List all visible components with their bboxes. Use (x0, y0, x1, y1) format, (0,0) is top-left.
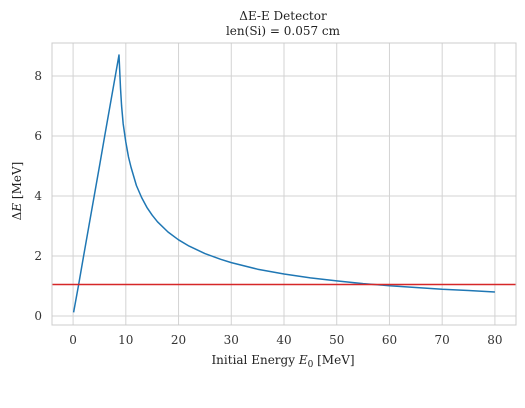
x-axis-label: Initial Energy E0 [MeV] (211, 353, 354, 370)
x-tick-label: 0 (69, 333, 77, 347)
x-tick-label: 70 (435, 333, 450, 347)
tick-labels: 0 10 20 30 40 50 60 70 80 0 2 4 6 8 (34, 69, 502, 347)
y-tick-label: 6 (34, 129, 42, 143)
x-tick-label: 80 (487, 333, 502, 347)
y-tick-label: 2 (34, 249, 42, 263)
y-tick-label: 4 (34, 189, 42, 203)
series-layer (52, 54, 516, 313)
x-tick-label: 40 (276, 333, 291, 347)
x-tick-label: 30 (224, 333, 239, 347)
plot-frame (51, 42, 517, 326)
y-tick-label: 8 (34, 69, 42, 83)
x-tick-label: 10 (118, 333, 133, 347)
chart-title: ΔE-E Detector (239, 9, 327, 23)
delta-e-curve (72, 54, 495, 313)
x-tick-label: 20 (171, 333, 186, 347)
y-axis-label: ΔE [MeV] (10, 162, 24, 221)
y-tick-label: 0 (34, 309, 42, 323)
x-tick-label: 50 (329, 333, 344, 347)
grid-layer (52, 43, 516, 325)
x-tick-label: 60 (382, 333, 397, 347)
chart-subtitle: len(Si) = 0.057 cm (226, 24, 341, 38)
